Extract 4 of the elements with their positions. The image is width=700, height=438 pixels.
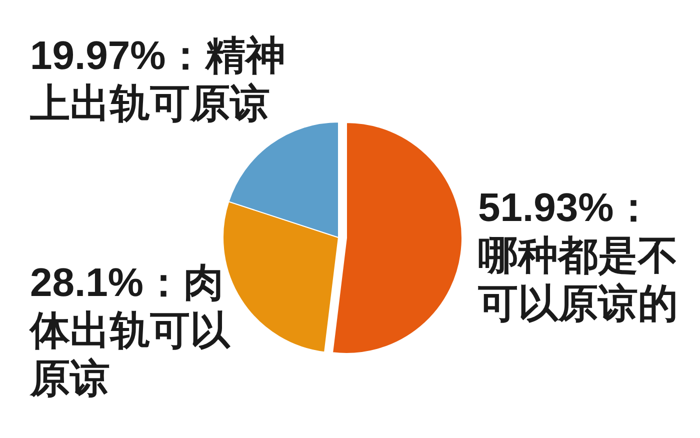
slice-label: 哪种都是不可以原谅的 xyxy=(477,234,678,326)
slice-label: 19.97%：精神上出轨可原谅 xyxy=(30,34,286,126)
data-label: 51.93%： xyxy=(478,186,654,230)
slice-label: 28.1%：肉体出轨可以原谅 xyxy=(28,261,231,401)
